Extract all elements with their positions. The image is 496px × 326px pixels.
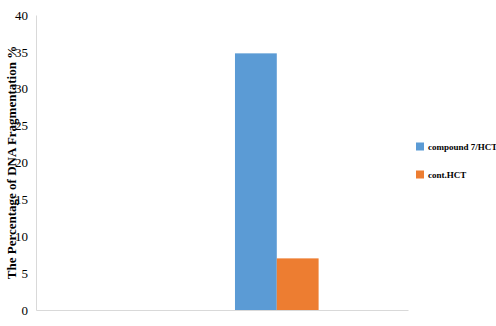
legend-label: compound 7/HCT [428,142,496,152]
chart-container: 0510152025303540The Percentage of DNA Fr… [0,0,496,326]
bar [235,53,277,310]
bars [235,53,319,310]
y-tick: 5 [22,266,37,281]
y-tick-label: 40 [15,8,28,23]
x-axis-line [37,310,409,311]
legend: compound 7/HCT cont.HCT [416,142,496,180]
x-axis [37,310,409,312]
legend-swatch [416,171,424,179]
legend-swatch [416,143,424,151]
y-tick-label: 5 [22,266,29,281]
y-tick: 40 [15,8,36,23]
y-axis-title: The Percentage of DNA Fragmentation % [4,46,19,279]
plot-area: 0510152025303540 [15,8,409,318]
y-tick: 0 [22,303,37,318]
bar [277,258,319,310]
legend-label: cont.HCT [428,170,466,180]
chart-svg: 0510152025303540The Percentage of DNA Fr… [0,0,496,326]
y-tick-label: 0 [22,303,29,318]
y-axis-line [36,16,37,311]
